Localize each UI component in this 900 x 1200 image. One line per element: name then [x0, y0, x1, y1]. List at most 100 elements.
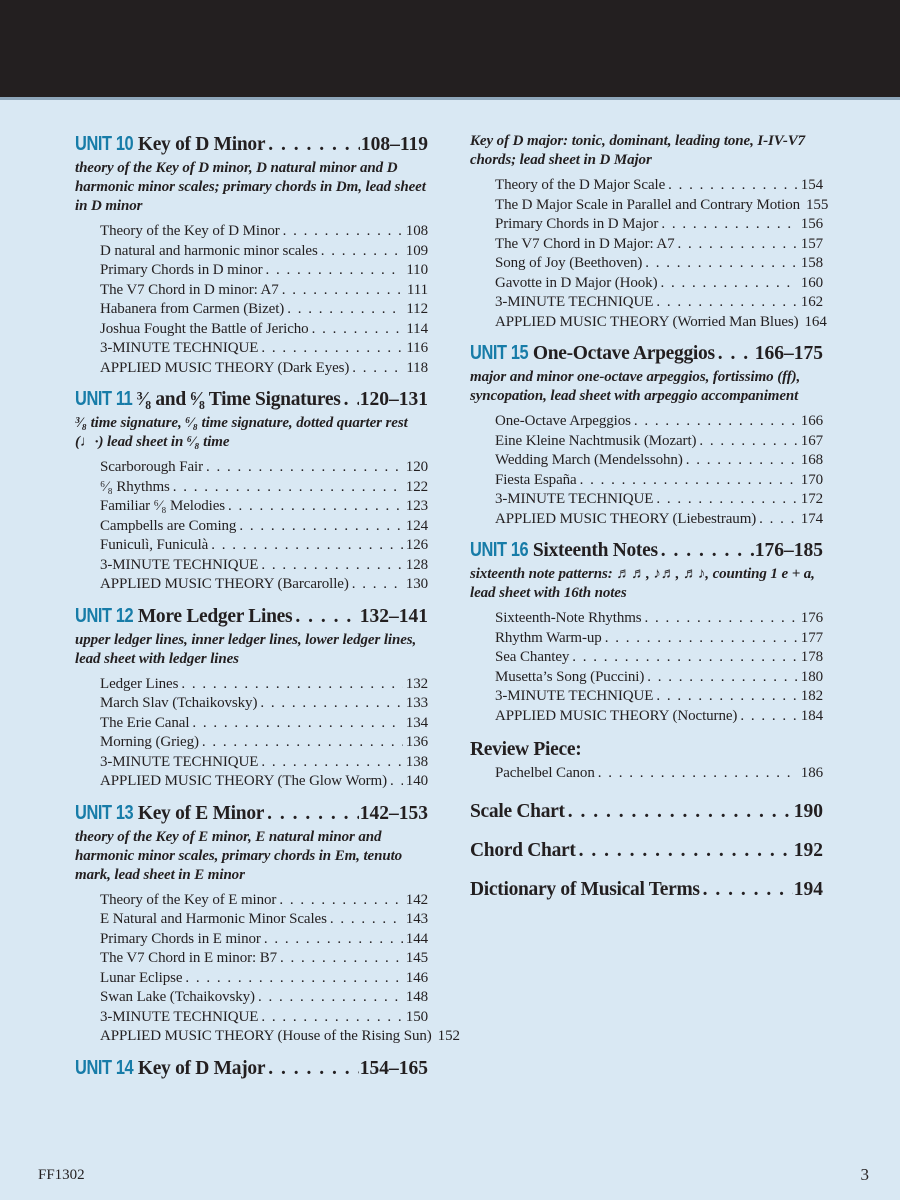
dot-leader: [181, 675, 402, 695]
dot-leader: [266, 261, 404, 281]
toc-item-page: 122: [405, 478, 428, 495]
toc-item-label: March Slav (Tchaikovsky): [100, 695, 258, 711]
toc-item: Theory of the Key of E minor 142: [75, 891, 428, 911]
unit-title: Chord Chart: [470, 839, 576, 861]
toc-item-label: Scarborough Fair: [100, 459, 203, 475]
toc-item: 3-MINUTE TECHNIQUE 138: [75, 753, 428, 773]
dot-leader: [264, 930, 403, 950]
dot-leader: [206, 458, 403, 478]
toc-item-label: E Natural and Harmonic Minor Scales: [100, 911, 327, 927]
toc-item-page: 142: [405, 891, 428, 908]
dot-leader: [352, 575, 403, 595]
dot-leader: [202, 733, 403, 753]
toc-item-label: APPLIED MUSIC THEORY (House of the Risin…: [100, 1028, 432, 1044]
dot-leader: [759, 510, 798, 530]
dot-leader: [268, 134, 360, 156]
dot-leader: [258, 988, 403, 1008]
dot-leader: [661, 215, 797, 235]
toc-item-label: The V7 Chord in D Major: A7: [495, 235, 675, 252]
dot-leader: [740, 707, 797, 727]
toc-item: 3-MINUTE TECHNIQUE 182: [470, 687, 823, 707]
toc-item-page: 168: [800, 452, 823, 468]
toc-item: Familiar ⁶⁄₈ Melodies 123: [75, 497, 428, 517]
toc-item-label: Habanera from Carmen (Bizet): [100, 301, 285, 317]
unit-page-range: 120–131: [359, 389, 428, 410]
dot-leader: [282, 281, 404, 301]
dot-leader: [239, 517, 402, 537]
dot-leader: [572, 648, 798, 668]
toc-section: Chord Chart 192: [470, 840, 823, 862]
unit-description: sixteenth note patterns: ♬♬, ♪♬, ♬♪, cou…: [470, 566, 815, 601]
unit-heading-row: Review Piece:: [470, 739, 823, 761]
dot-leader: [260, 694, 402, 714]
toc-item-page: 110: [406, 262, 428, 278]
toc-item: Eine Kleine Nachtmusik (Mozart) 167: [470, 432, 823, 452]
unit-number-label: UNIT 15: [470, 341, 529, 364]
toc-item-label: Primary Chords in E minor: [100, 930, 261, 947]
toc-item-page: 120: [405, 459, 428, 475]
toc-item-label: 3-MINUTE TECHNIQUE: [495, 688, 654, 704]
unit-title: Sixteenth Notes: [532, 540, 658, 561]
toc-section: UNIT 11³⁄₈ and ⁶⁄₈ Time Signatures 120–13…: [75, 387, 428, 595]
toc-item-page: 164: [804, 313, 827, 330]
toc-item-list: Sixteenth-Note Rhythms 176 Rhythm Warm-up 1…: [470, 609, 823, 726]
toc-item: Fiesta España 170: [470, 471, 823, 491]
toc-item-label: 3-MINUTE TECHNIQUE: [495, 491, 654, 507]
dot-leader: [656, 293, 797, 313]
dot-leader: [211, 536, 403, 556]
dot-leader: [661, 540, 754, 562]
toc-item: APPLIED MUSIC THEORY (Worried Man Blues)…: [470, 313, 827, 333]
footer-page-number: 3: [860, 1165, 870, 1184]
header-band: [0, 0, 900, 97]
toc-item-page: 154: [800, 177, 823, 193]
unit-description: theory of the Key of D minor, D natural …: [75, 160, 426, 214]
toc-item-label: Swan Lake (Tchaikovsky): [100, 989, 255, 1005]
toc-item-page: 143: [405, 911, 428, 927]
toc-item-page: 170: [800, 471, 823, 488]
toc-item-page: 112: [406, 301, 428, 317]
toc-item: Pachelbel Canon 186: [470, 764, 823, 784]
toc-item: APPLIED MUSIC THEORY (Liebestraum) 174: [470, 510, 823, 530]
toc-item-label: Theory of the Key of D Minor: [100, 223, 280, 239]
unit-number-label: UNIT 10: [75, 132, 134, 155]
toc-item-label: APPLIED MUSIC THEORY (Liebestraum): [495, 510, 757, 527]
toc-item-page: 114: [406, 320, 428, 337]
unit-title: Key of D Minor: [137, 134, 266, 155]
toc-item-label: Morning (Grieg): [100, 734, 199, 750]
unit-description: theory of the Key of E minor, E natural …: [75, 828, 403, 883]
dot-leader: [686, 451, 798, 471]
toc-item-page: 140: [405, 773, 428, 789]
unit-page-range: 142–153: [359, 802, 428, 824]
toc-item-label: Joshua Fought the Battle of Jericho: [100, 320, 309, 337]
toc-section: Dictionary of Musical Terms 194: [470, 879, 823, 901]
toc-item: Primary Chords in D minor 110: [75, 261, 428, 281]
toc-item: Ledger Lines 132: [75, 675, 428, 695]
toc-item-page: 130: [405, 576, 428, 592]
toc-item-page: 177: [800, 629, 823, 646]
toc-item-page: 176: [800, 610, 823, 626]
toc-item: 3-MINUTE TECHNIQUE 172: [470, 490, 823, 510]
toc-item-page: 182: [800, 688, 823, 704]
unit-title: Review Piece:: [470, 739, 582, 760]
toc-item-page: 136: [405, 734, 428, 750]
toc-item: Lunar Eclipse 146: [75, 969, 428, 989]
toc-item-page: 111: [406, 281, 428, 298]
dot-leader: [390, 772, 403, 792]
toc-item-label: Lunar Eclipse: [100, 969, 183, 986]
toc-item-page: 145: [405, 950, 428, 966]
toc-item: 3-MINUTE TECHNIQUE 150: [75, 1008, 428, 1028]
header-divider-rule: [0, 97, 900, 100]
toc-item-page: 128: [405, 556, 428, 573]
unit-heading-row: UNIT 11³⁄₈ and ⁶⁄₈ Time Signatures 120–13…: [75, 387, 428, 411]
toc-item: Sea Chantey 178: [470, 648, 823, 668]
dot-leader: [656, 687, 797, 707]
dot-leader: [656, 490, 797, 510]
toc-item-label: Gavotte in D Major (Hook): [495, 274, 658, 291]
dot-leader: [699, 432, 797, 452]
toc-item-page: 174: [800, 510, 823, 527]
toc-item-page: 134: [405, 714, 428, 731]
toc-item-page: 158: [800, 255, 823, 271]
